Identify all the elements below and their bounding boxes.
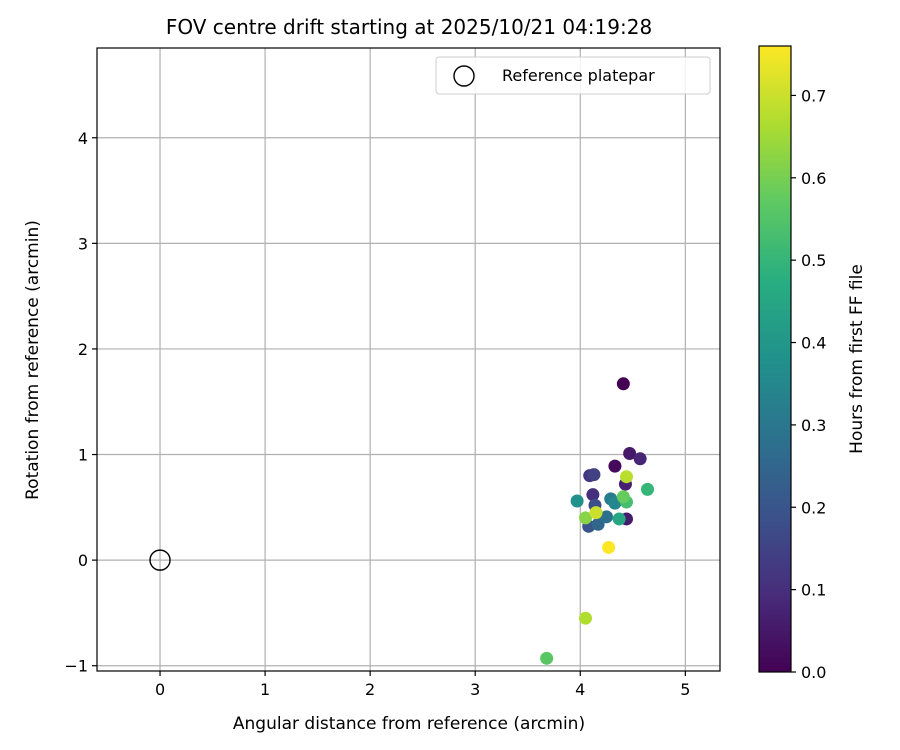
colorbar-tick-label: 0.3 (801, 416, 826, 435)
data-point (619, 470, 633, 484)
y-tick-label: 4 (78, 129, 88, 148)
colorbar-ticks: 0.0 0.1 0.2 0.3 0.4 0.5 0.6 0.7 (791, 86, 826, 682)
data-point (608, 459, 622, 473)
colorbar-tick-label: 0.7 (801, 86, 826, 105)
data-point (579, 511, 593, 525)
data-points (540, 377, 655, 665)
y-tick-label: 0 (78, 551, 88, 570)
x-tick-label: 2 (365, 680, 375, 699)
legend-label: Reference platepar (502, 66, 655, 85)
legend-box (435, 56, 711, 95)
data-point (602, 540, 616, 554)
data-point (600, 510, 614, 524)
plot-frame (96, 47, 721, 672)
data-point (616, 490, 630, 504)
y-axis-ticks: −1 0 1 2 3 4 (64, 129, 97, 676)
colorbar-gradient (758, 45, 792, 673)
data-point (570, 494, 584, 508)
x-tick-label: 0 (155, 680, 165, 699)
y-axis-label: Rotation from reference (arcmin) (23, 220, 43, 500)
legend: Reference platepar (435, 56, 711, 95)
data-point (616, 377, 630, 391)
data-point (641, 482, 655, 496)
y-tick-label: 3 (78, 234, 88, 253)
chart-title: FOV centre drift starting at 2025/10/21 … (166, 15, 652, 39)
y-tick-label: 1 (78, 446, 88, 465)
data-point (589, 506, 603, 520)
x-tick-label: 5 (680, 680, 690, 699)
data-point (591, 517, 605, 531)
x-tick-label: 1 (260, 680, 270, 699)
data-point (623, 446, 637, 460)
data-point (579, 611, 593, 625)
data-point (587, 468, 601, 482)
colorbar-tick-label: 0.0 (801, 663, 826, 682)
colorbar-tick-label: 0.1 (801, 581, 826, 600)
y-tick-label: −1 (64, 657, 88, 676)
colorbar: 0.0 0.1 0.2 0.3 0.4 0.5 0.6 0.7 Hours from firs… (758, 45, 867, 682)
data-point (540, 651, 554, 665)
data-point (586, 488, 600, 502)
x-tick-label: 3 (470, 680, 480, 699)
x-axis-label: Angular distance from reference (arcmin) (233, 714, 585, 734)
colorbar-tick-label: 0.2 (801, 498, 826, 517)
y-tick-label: 2 (78, 340, 88, 359)
x-axis-ticks: 0 1 2 3 4 5 (155, 671, 690, 699)
reference-platepar-marker (149, 549, 171, 571)
grid-lines (97, 48, 720, 671)
x-tick-label: 4 (575, 680, 585, 699)
data-point (633, 452, 647, 466)
legend-marker (453, 65, 475, 87)
colorbar-label: Hours from first FF file (847, 264, 867, 454)
colorbar-tick-label: 0.5 (801, 251, 826, 270)
colorbar-tick-label: 0.6 (801, 169, 826, 188)
data-point (612, 512, 626, 526)
colorbar-tick-label: 0.4 (801, 334, 826, 353)
